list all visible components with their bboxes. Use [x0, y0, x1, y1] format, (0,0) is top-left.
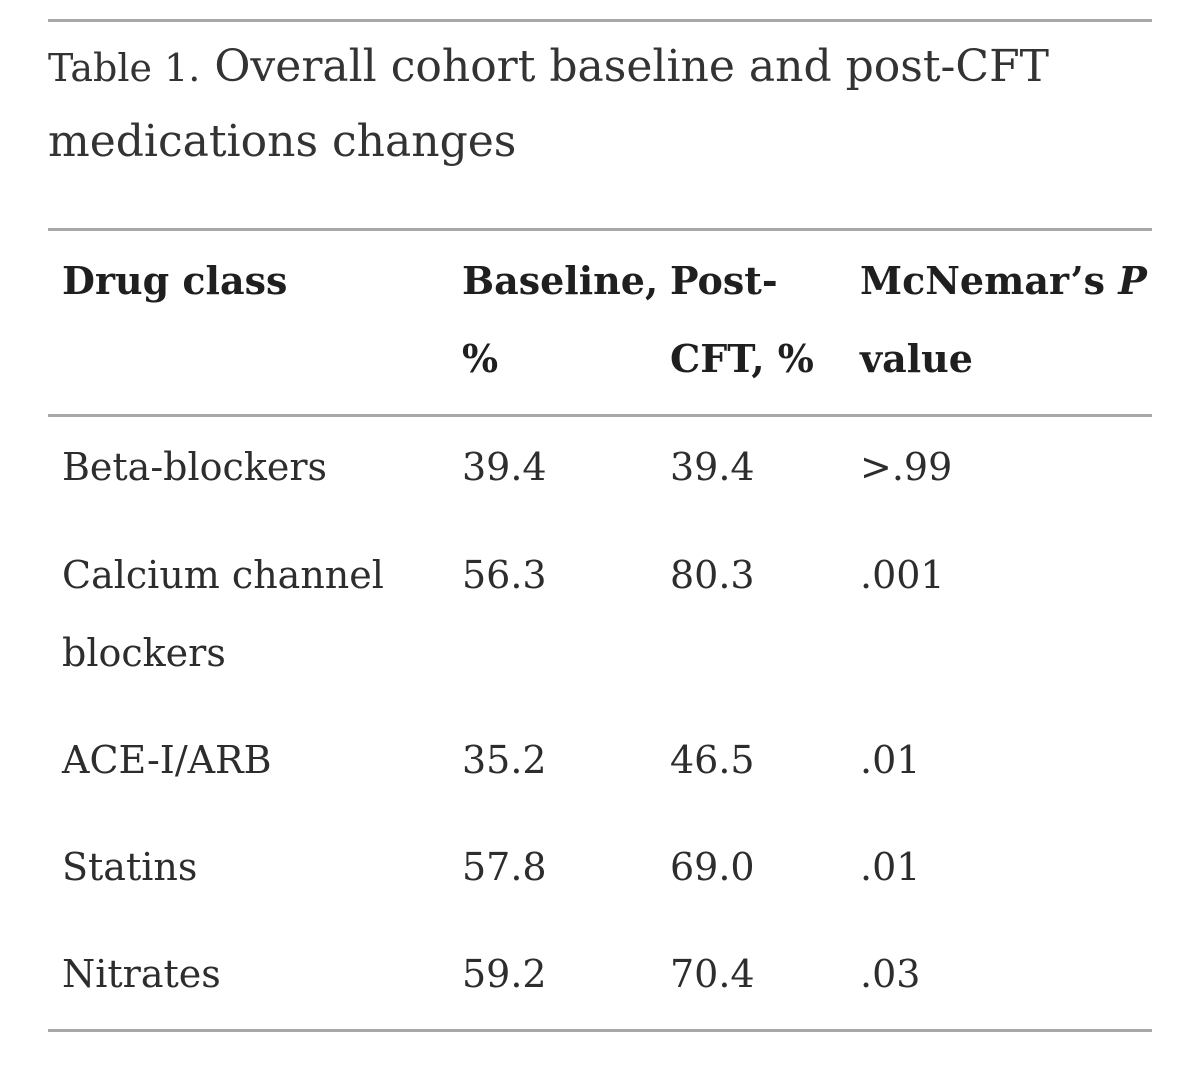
row-drug-line1: Calcium channel — [62, 553, 384, 597]
header-p-italic: P — [1118, 258, 1147, 303]
header-p-line2: value — [860, 336, 973, 381]
row-baseline: 39.4 — [462, 445, 547, 489]
row-drug: Statins — [62, 845, 198, 889]
row-p-value: .001 — [860, 553, 945, 597]
row-p-value: .03 — [860, 952, 921, 996]
row-drug-line2: blockers — [62, 631, 226, 675]
row-drug: ACE-I/ARB — [62, 738, 272, 782]
header-post-line2: CFT, % — [670, 336, 814, 381]
header-p-line1: McNemar’s — [860, 258, 1105, 303]
row-post: 39.4 — [670, 445, 755, 489]
row-drug: Beta-blockers — [62, 445, 327, 489]
row-baseline: 56.3 — [462, 553, 547, 597]
header-post-cft: Post- CFT, % — [670, 242, 850, 398]
row-p-value: >.99 — [860, 445, 953, 489]
row-post: 70.4 — [670, 952, 755, 996]
header-top-rule — [48, 228, 1152, 231]
caption-text: Overall cohort baseline and post-CFT med… — [48, 41, 1049, 167]
header-bottom-rule — [48, 414, 1152, 417]
row-post: 69.0 — [670, 845, 755, 889]
header-baseline-line2: % — [462, 336, 499, 381]
row-post: 46.5 — [670, 738, 755, 782]
row-baseline: 59.2 — [462, 952, 547, 996]
row-baseline: 57.8 — [462, 845, 547, 889]
row-drug: Nitrates — [62, 952, 221, 996]
header-drug-class: Drug class — [62, 258, 288, 303]
caption-prefix: Table 1. — [48, 46, 201, 90]
table-caption: Table 1. Overall cohort baseline and pos… — [48, 30, 1152, 179]
row-p-value: .01 — [860, 738, 921, 782]
header-post-line1: Post- — [670, 258, 778, 303]
row-p-value: .01 — [860, 845, 921, 889]
header-baseline-line1: Baseline, — [462, 258, 659, 303]
top-border — [48, 19, 1152, 22]
header-baseline: Baseline, % — [462, 242, 662, 398]
row-baseline: 35.2 — [462, 738, 547, 782]
table-bottom-rule — [48, 1029, 1152, 1032]
header-mcnemar-p: McNemar’s P value — [860, 242, 1150, 398]
row-post: 80.3 — [670, 553, 755, 597]
row-drug: Calcium channel blockers — [62, 536, 442, 692]
